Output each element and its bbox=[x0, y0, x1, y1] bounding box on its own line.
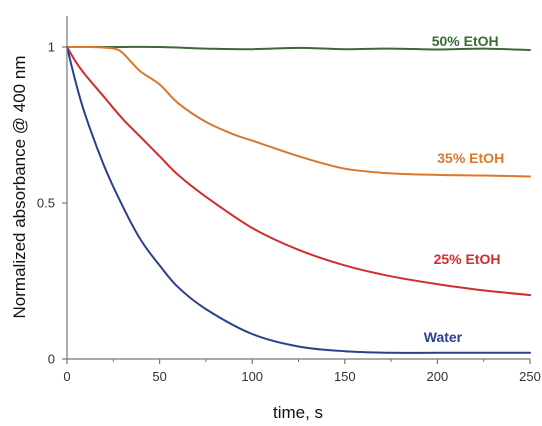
series-line-50-etoh bbox=[66, 45, 531, 52]
x-tick-label-150: 150 bbox=[334, 369, 356, 384]
series-line-25-etoh bbox=[66, 46, 531, 296]
ticks: 0 50 100 150 200 250 0 0.5 1 bbox=[37, 40, 541, 385]
series-label-35-etoh: 35% EtOH bbox=[437, 150, 504, 166]
series-line-water bbox=[66, 46, 531, 354]
series-labels: 50% EtOH 35% EtOH 25% EtOH Water bbox=[424, 33, 504, 345]
y-tick-label-0.5: 0.5 bbox=[37, 196, 55, 211]
series-layer bbox=[66, 45, 531, 354]
x-tick-label-200: 200 bbox=[427, 369, 449, 384]
series-label-water: Water bbox=[424, 329, 463, 345]
x-tick-label-100: 100 bbox=[241, 369, 263, 384]
series-label-50-etoh: 50% EtOH bbox=[432, 33, 499, 49]
x-tick-label-50: 50 bbox=[152, 369, 166, 384]
y-tick-label-1: 1 bbox=[48, 40, 55, 55]
y-axis-title: Normalized absorbance @ 400 nm bbox=[10, 56, 29, 319]
series-label-25-etoh: 25% EtOH bbox=[434, 251, 501, 267]
x-axis-title: time, s bbox=[273, 403, 323, 422]
x-tick-label-0: 0 bbox=[63, 369, 70, 384]
x-tick-label-250: 250 bbox=[519, 369, 541, 384]
y-tick-label-0: 0 bbox=[48, 352, 55, 367]
series-line-35-etoh bbox=[66, 45, 531, 178]
